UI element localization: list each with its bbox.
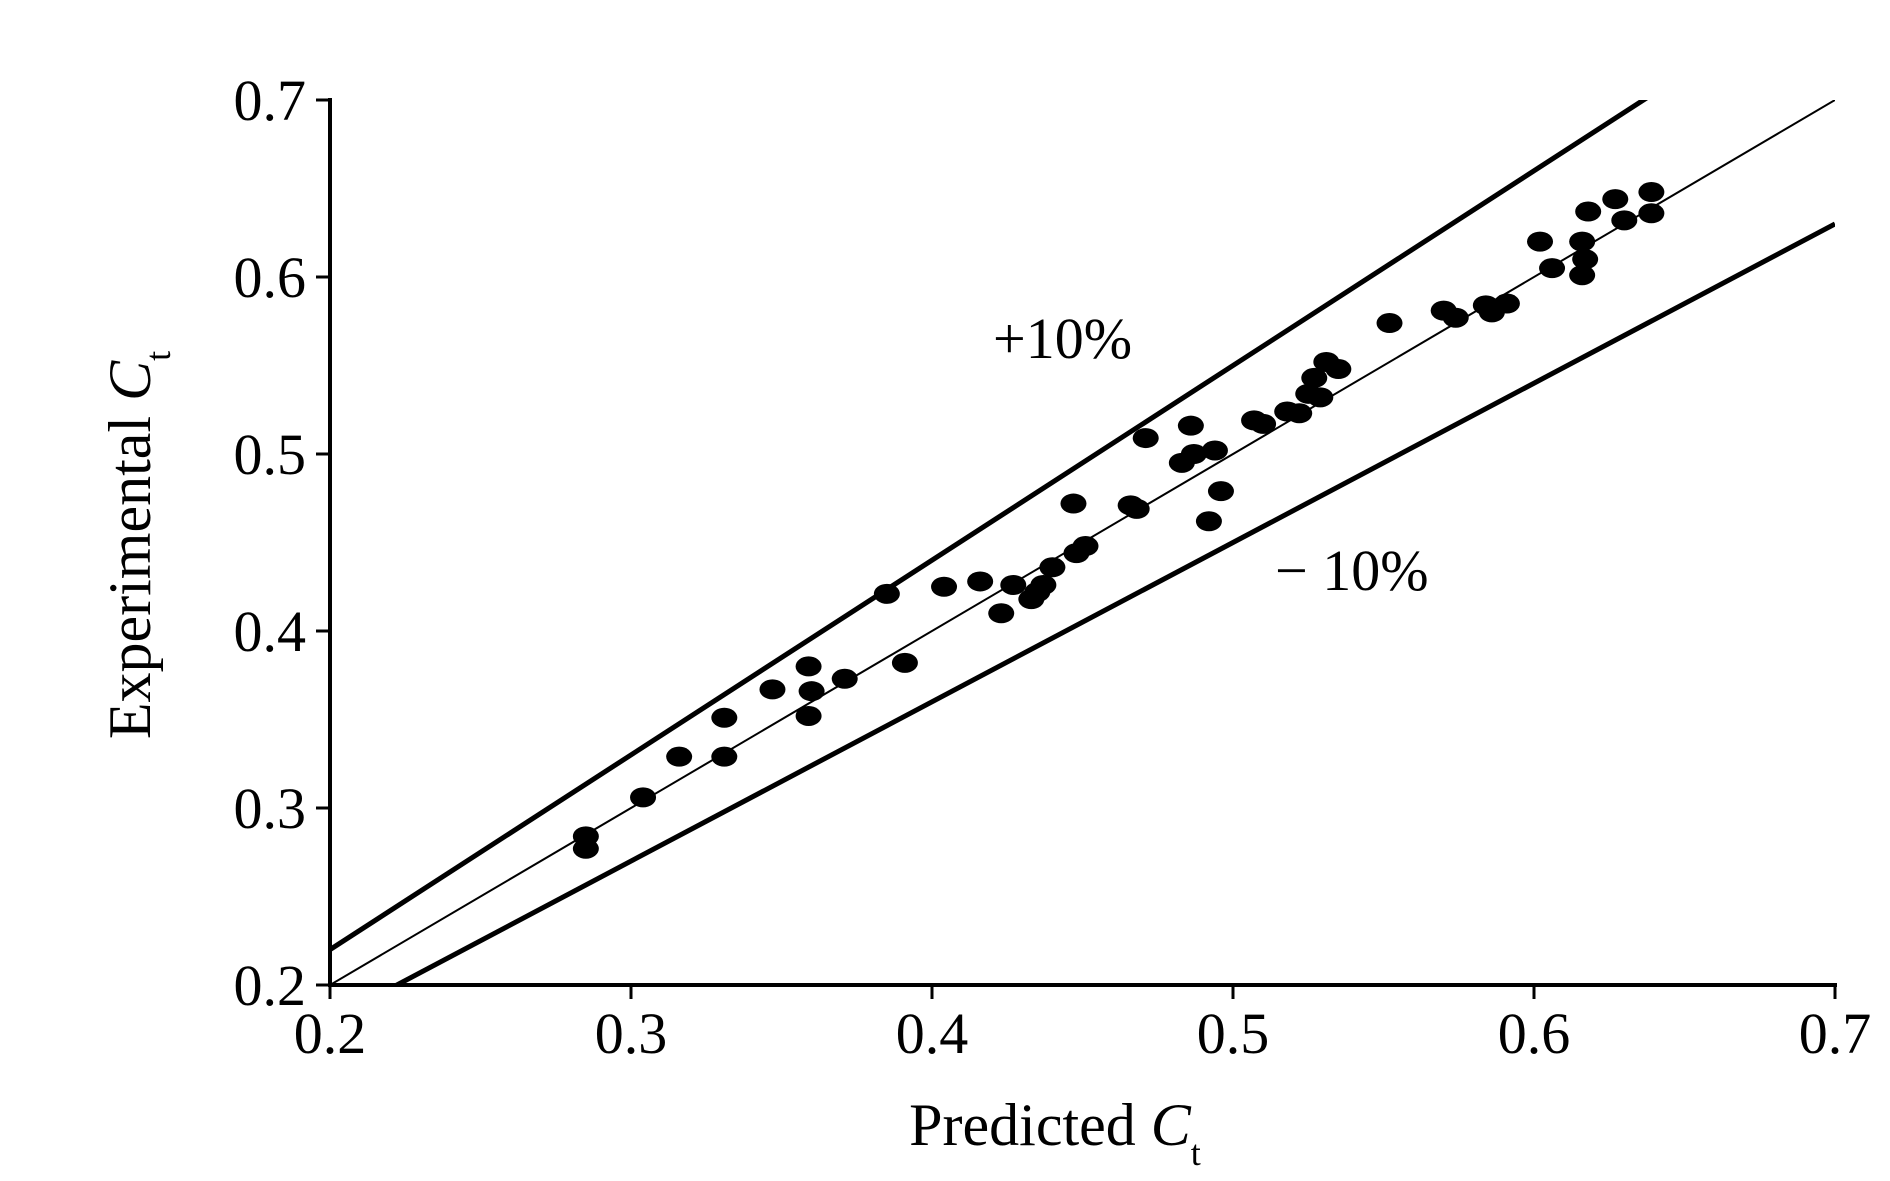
data-point bbox=[1180, 444, 1207, 464]
data-point bbox=[572, 838, 599, 859]
data-point bbox=[1527, 231, 1554, 252]
x-tick-label: 0.2 bbox=[294, 1001, 367, 1066]
data-point bbox=[931, 576, 958, 597]
data-point bbox=[1207, 481, 1234, 502]
y-axis-title: Experimental Ct bbox=[97, 351, 178, 739]
data-point bbox=[1195, 511, 1222, 532]
y-axis-title-sub: t bbox=[138, 351, 178, 361]
reference-line-plus-10 bbox=[330, 100, 1649, 952]
x-tick-label: 0.5 bbox=[1197, 1001, 1270, 1066]
data-points bbox=[572, 182, 1665, 859]
data-point bbox=[798, 681, 825, 702]
x-tick-label: 0.3 bbox=[595, 1001, 668, 1066]
x-axis-title-sub: t bbox=[1191, 1133, 1201, 1173]
data-point bbox=[1250, 413, 1277, 434]
data-point bbox=[1000, 574, 1027, 595]
x-tick-label: 0.7 bbox=[1799, 1001, 1872, 1066]
annotation-minus-10: − 10% bbox=[1275, 538, 1429, 603]
data-point bbox=[1638, 203, 1665, 224]
data-point bbox=[873, 583, 900, 604]
data-point bbox=[759, 679, 786, 700]
data-point bbox=[1030, 574, 1057, 595]
x-axis-title: Predicted Ct bbox=[909, 1092, 1201, 1173]
axes bbox=[328, 98, 1837, 987]
y-axis-title-var: C bbox=[97, 360, 163, 401]
x-axis-title-var: C bbox=[1151, 1092, 1192, 1158]
data-point bbox=[1569, 265, 1596, 286]
data-point bbox=[1442, 307, 1469, 328]
x-ticks: 0.2 0.3 0.4 0.5 0.6 0.7 bbox=[294, 985, 1872, 1066]
data-point bbox=[666, 746, 693, 767]
data-point bbox=[795, 705, 822, 726]
data-point bbox=[711, 707, 738, 728]
data-point bbox=[1177, 415, 1204, 436]
data-point bbox=[1307, 387, 1334, 408]
data-point bbox=[988, 603, 1015, 624]
data-point bbox=[1539, 258, 1566, 279]
y-ticks: 0.2 0.3 0.4 0.5 0.6 0.7 bbox=[234, 68, 330, 1018]
data-point bbox=[1072, 536, 1099, 557]
x-tick-label: 0.4 bbox=[896, 1001, 969, 1066]
data-point bbox=[967, 571, 994, 592]
y-tick-label: 0.5 bbox=[234, 422, 307, 487]
data-point bbox=[1569, 231, 1596, 252]
data-point bbox=[1132, 428, 1159, 449]
y-tick-label: 0.3 bbox=[234, 776, 307, 841]
data-point bbox=[831, 668, 858, 689]
data-point bbox=[711, 746, 738, 767]
y-tick-label: 0.6 bbox=[234, 245, 307, 310]
y-tick-label: 0.7 bbox=[234, 68, 307, 133]
reference-line-minus-10 bbox=[391, 221, 1835, 985]
data-point bbox=[1123, 498, 1150, 519]
data-point bbox=[1376, 313, 1403, 334]
y-tick-label: 0.4 bbox=[234, 599, 307, 664]
data-point bbox=[1060, 493, 1087, 514]
y-tick-label: 0.2 bbox=[234, 953, 307, 1018]
data-point bbox=[1638, 182, 1665, 203]
data-point bbox=[1572, 249, 1599, 270]
data-point bbox=[1493, 293, 1520, 314]
data-point bbox=[630, 787, 657, 808]
data-point bbox=[1575, 201, 1602, 222]
data-point bbox=[1201, 440, 1228, 461]
data-point bbox=[1611, 210, 1638, 231]
annotation-plus-10: +10% bbox=[993, 306, 1132, 371]
data-point bbox=[1602, 189, 1629, 210]
y-axis-title-main: Experimental bbox=[97, 401, 163, 739]
data-point bbox=[1325, 359, 1352, 380]
x-axis-title-main: Predicted bbox=[909, 1092, 1151, 1158]
data-point bbox=[891, 652, 918, 673]
data-point bbox=[1301, 367, 1328, 388]
data-point bbox=[795, 656, 822, 677]
data-point bbox=[1039, 557, 1066, 578]
x-tick-label: 0.6 bbox=[1498, 1001, 1571, 1066]
data-point bbox=[1286, 403, 1313, 424]
